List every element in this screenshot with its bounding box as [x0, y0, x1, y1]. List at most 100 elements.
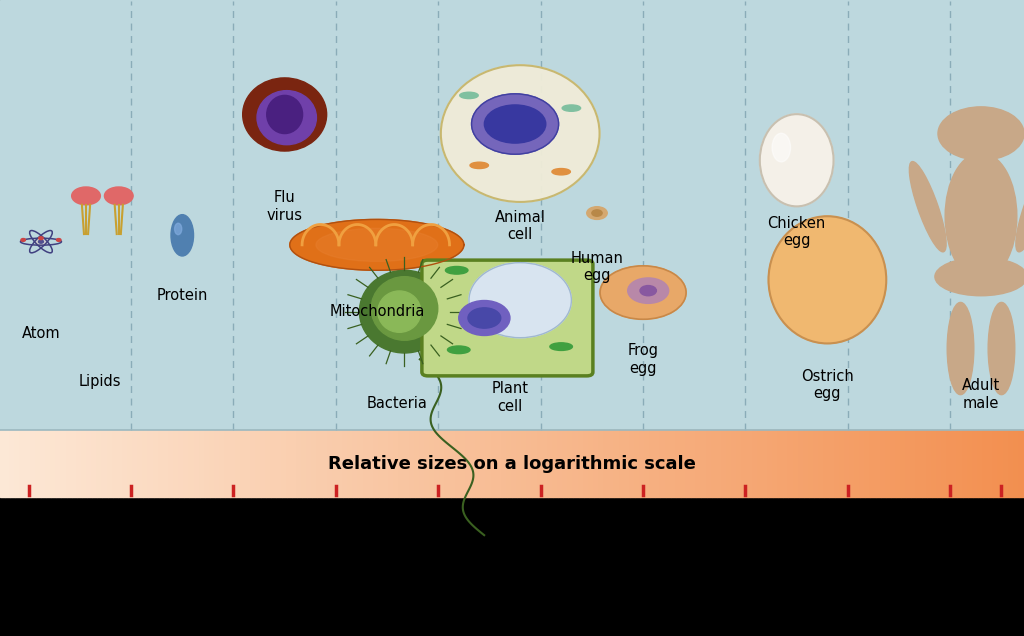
Bar: [26, 430, 31, 497]
Bar: [333, 430, 338, 497]
Bar: [799, 430, 804, 497]
Bar: [819, 430, 824, 497]
Bar: [901, 430, 906, 497]
Bar: [46, 430, 51, 497]
Bar: [215, 430, 220, 497]
Bar: [773, 430, 778, 497]
Bar: [753, 430, 758, 497]
Bar: [558, 430, 563, 497]
Bar: [635, 430, 640, 497]
Bar: [276, 430, 282, 497]
Bar: [364, 430, 369, 497]
Text: Chicken
egg: Chicken egg: [768, 216, 825, 248]
Circle shape: [484, 105, 546, 143]
Ellipse shape: [372, 277, 438, 340]
Bar: [225, 430, 230, 497]
Text: Animal
cell: Animal cell: [495, 210, 546, 242]
Bar: [712, 430, 717, 497]
Bar: [512, 430, 517, 497]
Bar: [5, 430, 10, 497]
Bar: [584, 430, 589, 497]
Bar: [855, 430, 860, 497]
Bar: [174, 430, 179, 497]
Bar: [886, 430, 891, 497]
Bar: [1014, 430, 1019, 497]
Bar: [881, 430, 886, 497]
Bar: [481, 430, 486, 497]
Ellipse shape: [243, 78, 327, 151]
Bar: [72, 430, 77, 497]
Bar: [978, 430, 983, 497]
Bar: [998, 430, 1004, 497]
Bar: [148, 430, 154, 497]
Bar: [440, 430, 445, 497]
Bar: [568, 430, 573, 497]
Bar: [768, 430, 773, 497]
Bar: [292, 430, 297, 497]
Bar: [394, 430, 399, 497]
Bar: [845, 430, 850, 497]
Text: Bacteria: Bacteria: [367, 396, 428, 411]
Bar: [51, 430, 56, 497]
Bar: [783, 430, 788, 497]
Bar: [287, 430, 292, 497]
Bar: [963, 430, 968, 497]
Bar: [870, 430, 876, 497]
Bar: [522, 430, 527, 497]
Bar: [353, 430, 358, 497]
Bar: [671, 430, 676, 497]
Bar: [701, 430, 707, 497]
Bar: [323, 430, 328, 497]
Bar: [727, 430, 732, 497]
Text: Ostrich
egg: Ostrich egg: [801, 369, 854, 401]
Bar: [113, 430, 118, 497]
Bar: [835, 430, 840, 497]
Bar: [722, 430, 727, 497]
Bar: [358, 430, 364, 497]
Bar: [159, 430, 164, 497]
Bar: [758, 430, 763, 497]
Bar: [179, 430, 184, 497]
Circle shape: [39, 240, 43, 243]
Bar: [993, 430, 998, 497]
Bar: [896, 430, 901, 497]
Bar: [77, 430, 82, 497]
Text: Adult
male: Adult male: [962, 378, 1000, 410]
Bar: [507, 430, 512, 497]
Bar: [445, 430, 451, 497]
Bar: [553, 430, 558, 497]
Bar: [532, 430, 538, 497]
Bar: [128, 430, 133, 497]
Bar: [261, 430, 266, 497]
Text: Relative sizes on a logarithmic scale: Relative sizes on a logarithmic scale: [328, 455, 696, 473]
Bar: [169, 430, 174, 497]
Bar: [829, 430, 835, 497]
Bar: [184, 430, 189, 497]
Bar: [599, 430, 604, 497]
Bar: [640, 430, 645, 497]
Bar: [681, 430, 686, 497]
Bar: [0, 0, 1024, 430]
Bar: [1019, 430, 1024, 497]
Bar: [865, 430, 870, 497]
Bar: [256, 430, 261, 497]
Circle shape: [592, 210, 602, 216]
Bar: [97, 430, 102, 497]
Bar: [317, 430, 323, 497]
Bar: [307, 430, 312, 497]
Ellipse shape: [445, 266, 468, 274]
Circle shape: [20, 238, 26, 241]
Bar: [922, 430, 927, 497]
Bar: [809, 430, 814, 497]
Bar: [947, 430, 952, 497]
Circle shape: [39, 237, 43, 240]
Circle shape: [56, 238, 61, 241]
Bar: [374, 430, 379, 497]
Bar: [461, 430, 466, 497]
Bar: [36, 430, 41, 497]
Bar: [251, 430, 256, 497]
Bar: [328, 430, 333, 497]
Bar: [543, 430, 548, 497]
Bar: [302, 430, 307, 497]
Bar: [338, 430, 343, 497]
